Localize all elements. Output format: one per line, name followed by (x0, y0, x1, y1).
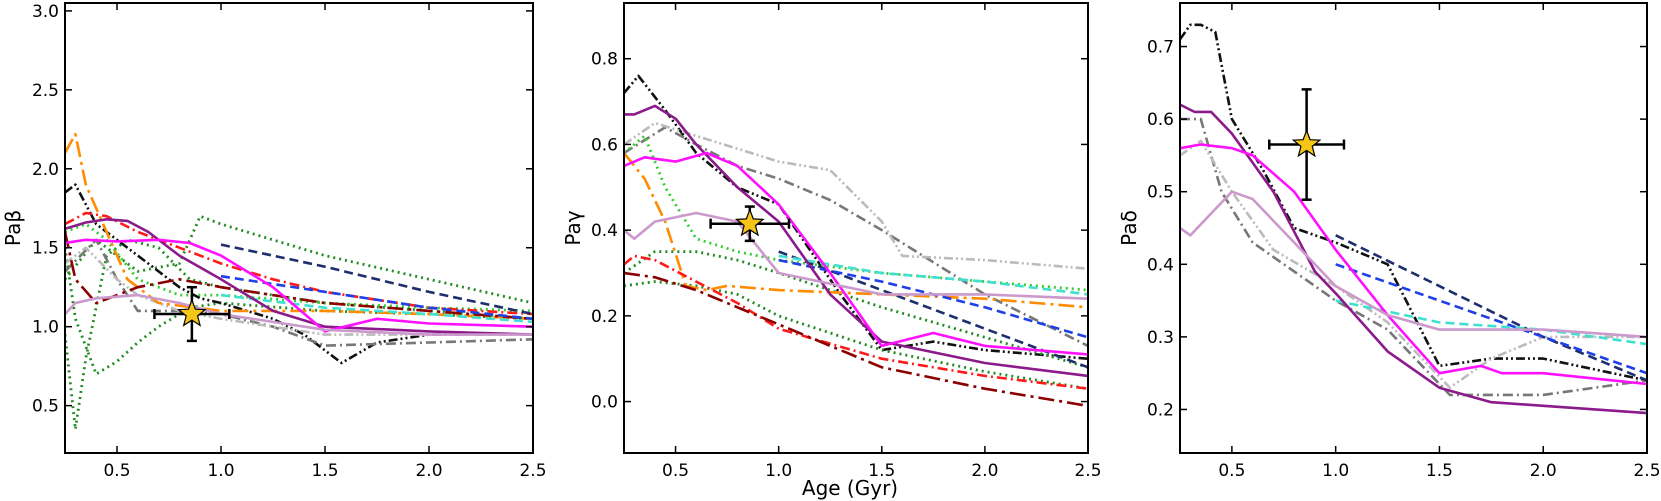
y-tick-label: 0.5 (1147, 183, 1174, 203)
series-line-silver-dashdot (1180, 139, 1647, 389)
y-tick-label: 0.6 (1147, 110, 1174, 130)
panel-padelta: 0.5 1.0 1.5 2.0 2.5 0.2 0.3 0.4 0.5 0.6 0.7 Paδ (1117, 2, 1661, 481)
x-tick-label: 1.0 (1322, 461, 1349, 481)
series-line-purple-solid (65, 218, 533, 336)
axes-frame (1179, 2, 1648, 454)
series-line-plum-solid (1180, 190, 1647, 339)
series-line-black-dashdot (624, 74, 1088, 360)
axes-frame (64, 2, 534, 454)
y-tick-label: 0.8 (591, 50, 618, 70)
y-tick-label: 1.5 (32, 239, 59, 259)
y-tick-label: 0.4 (591, 221, 618, 241)
y-tick-label: 3.0 (32, 2, 59, 22)
y-axis-label: Paγ (561, 210, 585, 245)
series-line-orange-longdash (65, 132, 533, 321)
series-line-magenta-solid (624, 151, 1088, 356)
series-line-cyan-dash (220, 293, 533, 324)
series-line-darkred-dash (65, 231, 533, 321)
series-line-plum-solid (65, 293, 533, 336)
y-tick-label: 2.0 (32, 160, 59, 180)
y-tick-label: 0.5 (32, 397, 59, 417)
y-tick-label: 0.0 (591, 393, 618, 413)
series-line-black-dashdot (65, 183, 533, 365)
series-group (1180, 23, 1647, 415)
axes-frame (623, 2, 1089, 454)
series-group (65, 132, 533, 431)
x-tick-label: 1.5 (311, 461, 338, 481)
series-line-gray-dashdot (624, 126, 1088, 348)
series-line-plum-solid (624, 211, 1088, 300)
series-line-red-dashdot (624, 254, 1088, 390)
panel-pabeta: 0.5 1.0 1.5 2.0 2.5 0.5 1.0 1.5 2.0 2.5 3.0 Paβ (1, 2, 547, 481)
x-tick-label: 1.0 (765, 461, 792, 481)
series-line-purple-solid (1180, 103, 1647, 415)
x-tick-label: 2.0 (415, 461, 442, 481)
measurement-star-marker (1291, 128, 1322, 158)
x-tick-label: 2.0 (1530, 461, 1557, 481)
x-tick-label: 0.5 (103, 461, 130, 481)
x-tick-label: 2.5 (519, 461, 546, 481)
series-group (624, 74, 1088, 408)
y-tick-label: 2.5 (32, 81, 59, 101)
x-tick-label: 0.5 (662, 461, 689, 481)
x-tick-label: 0.5 (1218, 461, 1245, 481)
y-axis-label: Paβ (1, 210, 25, 246)
series-line-orange-longdash (624, 152, 1088, 309)
series-line-black-dashdot (1180, 23, 1647, 382)
x-tick-label: 2.5 (1633, 461, 1660, 481)
x-tick-label: 2.0 (971, 461, 998, 481)
y-tick-label: 0.4 (1147, 255, 1174, 275)
series-line-purple-solid (624, 104, 1088, 378)
y-tick-label: 0.6 (591, 135, 618, 155)
measurement-star-marker (177, 298, 207, 327)
series-line-green-dotted-b (624, 280, 1088, 391)
y-axis-label: Paδ (1117, 210, 1141, 246)
y-tick-label: 1.0 (32, 318, 59, 338)
x-tick-label: 1.5 (868, 461, 895, 481)
series-line-navy-dash (1335, 234, 1647, 382)
series-line-silver-dashdot (65, 246, 533, 336)
series-line-darkred-dash (624, 271, 1088, 408)
series-line-magenta-solid (1180, 143, 1647, 386)
series-line-silver-dashdot (624, 121, 1088, 270)
series-line-magenta-solid (65, 238, 533, 333)
y-tick-label: 0.2 (1147, 400, 1174, 420)
y-tick-label: 0.3 (1147, 328, 1174, 348)
y-tick-label: 0.2 (591, 307, 618, 327)
x-tick-label: 2.5 (1074, 461, 1101, 481)
series-line-blue-dash (220, 274, 533, 321)
series-line-blue-dash (1335, 263, 1647, 375)
series-line-cyan-dash (1335, 299, 1647, 346)
series-line-cyan-dash (778, 254, 1088, 296)
x-tick-label: 1.5 (1426, 461, 1453, 481)
series-line-green-dotted-c (65, 214, 533, 305)
series-line-navy-dash (220, 243, 533, 316)
shared-x-axis-label: Age (Gyr) (802, 476, 898, 500)
x-tick-label: 1.0 (207, 461, 234, 481)
series-line-red-dashdot (65, 211, 533, 316)
y-tick-label: 0.7 (1147, 38, 1174, 58)
panel-pagamma: 0.5 1.0 1.5 2.0 2.5 0.0 0.2 0.4 0.6 0.8 Paγ (561, 2, 1102, 481)
measurement-star-marker (734, 208, 765, 237)
series-line-lime-dotted (65, 222, 533, 313)
